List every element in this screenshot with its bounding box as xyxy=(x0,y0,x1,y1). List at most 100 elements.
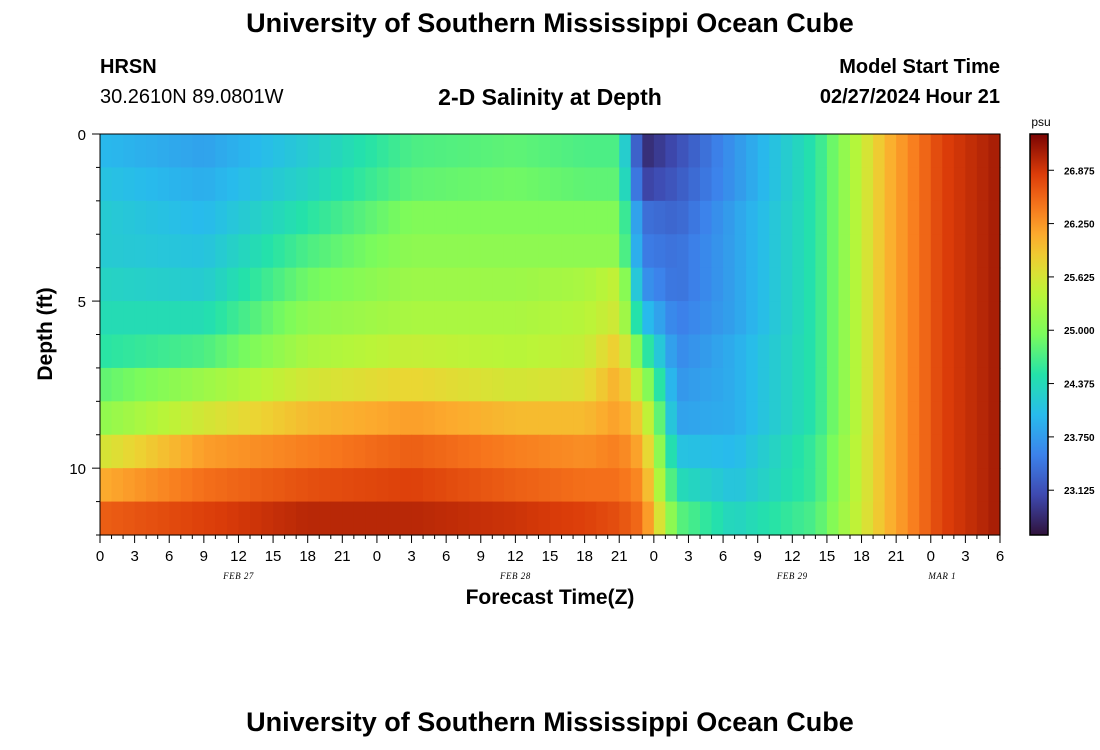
heatmap-cell xyxy=(169,200,182,235)
heatmap-cell xyxy=(607,167,620,202)
heatmap-cell xyxy=(630,267,643,302)
heatmap-cell xyxy=(746,367,759,402)
heatmap-cell xyxy=(273,501,286,536)
heatmap-cell xyxy=(930,301,943,336)
heatmap-cell xyxy=(376,401,390,436)
heatmap-cell xyxy=(353,301,366,336)
heatmap-cell xyxy=(746,267,759,302)
y-tick-label: 0 xyxy=(78,127,86,144)
heatmap-cell xyxy=(100,267,113,302)
heatmap-cell xyxy=(746,134,759,169)
heatmap-cell xyxy=(515,401,528,436)
heatmap-cell xyxy=(180,434,193,469)
heatmap-cell xyxy=(907,367,920,402)
heatmap-cell xyxy=(769,367,782,402)
heatmap-cell xyxy=(123,134,136,169)
heatmap-cell xyxy=(400,434,413,469)
colorbar-tick-label: 23.125 xyxy=(1064,486,1095,497)
heatmap-cell xyxy=(907,501,920,536)
heatmap-cell xyxy=(134,401,147,436)
heatmap-cell xyxy=(388,134,401,169)
heatmap-cell xyxy=(815,434,828,469)
heatmap-cell xyxy=(123,434,136,469)
x-tick-label: 3 xyxy=(684,548,692,565)
heatmap-cell xyxy=(642,334,655,369)
heatmap-cell xyxy=(215,334,228,369)
heatmap-cell xyxy=(619,468,632,503)
heatmap-cell xyxy=(561,134,574,169)
heatmap-cell xyxy=(953,401,966,436)
heatmap-cell xyxy=(342,468,355,503)
heatmap-cell xyxy=(146,367,159,402)
heatmap-cell xyxy=(688,468,701,503)
x-tick-label: 15 xyxy=(542,548,559,565)
heatmap-cell xyxy=(134,200,147,235)
heatmap-cell xyxy=(653,501,666,536)
heatmap-cell xyxy=(561,367,574,402)
heatmap-cell xyxy=(203,334,216,369)
heatmap-cell xyxy=(930,200,943,235)
heatmap-cell xyxy=(942,167,955,202)
heatmap-cell xyxy=(953,200,966,235)
heatmap-cell xyxy=(365,200,378,235)
heatmap-cell xyxy=(723,334,736,369)
heatmap-cell xyxy=(469,468,482,503)
heatmap-cell xyxy=(803,234,816,269)
heatmap-cell xyxy=(988,167,1001,202)
heatmap-cell xyxy=(642,234,655,269)
heatmap-cell xyxy=(457,267,470,302)
heatmap-cell xyxy=(226,167,240,202)
heatmap-cell xyxy=(734,167,747,202)
heatmap-cell xyxy=(434,234,447,269)
heatmap-cell xyxy=(630,334,643,369)
heatmap-cell xyxy=(238,468,251,503)
heatmap-cell xyxy=(838,367,851,402)
heatmap-cell xyxy=(838,401,851,436)
heatmap-cell xyxy=(284,134,297,169)
heatmap-cell xyxy=(376,468,390,503)
heatmap-cell xyxy=(365,434,378,469)
heatmap-cell xyxy=(734,401,747,436)
heatmap-cell xyxy=(457,468,470,503)
heatmap-cell xyxy=(700,367,713,402)
heatmap-cell xyxy=(388,334,401,369)
heatmap-cell xyxy=(319,334,332,369)
heatmap-cell xyxy=(907,200,920,235)
heatmap-cell xyxy=(596,334,609,369)
heatmap-cell xyxy=(896,401,909,436)
heatmap-cell xyxy=(261,200,274,235)
heatmap-cell xyxy=(873,134,886,169)
heatmap-cell xyxy=(146,334,159,369)
heatmap-cell xyxy=(480,401,493,436)
heatmap-cell xyxy=(723,200,736,235)
colorbar-tick-label: 26.875 xyxy=(1064,166,1095,177)
heatmap-cell xyxy=(353,367,366,402)
heatmap-cell xyxy=(769,468,782,503)
heatmap-cell xyxy=(319,401,332,436)
heatmap-cell xyxy=(965,267,978,302)
heatmap-cell xyxy=(411,334,424,369)
heatmap-cell xyxy=(803,468,816,503)
heatmap-cell xyxy=(134,167,147,202)
heatmap-cell xyxy=(757,468,770,503)
heatmap-cell xyxy=(653,234,666,269)
heatmap-cell xyxy=(330,501,343,536)
heatmap-cell xyxy=(434,434,447,469)
heatmap-cell xyxy=(642,434,655,469)
x-tick-label: 21 xyxy=(334,548,351,565)
heatmap-cell xyxy=(411,367,424,402)
heatmap-cell xyxy=(469,200,482,235)
heatmap-cell xyxy=(538,167,551,202)
heatmap-cell xyxy=(850,501,863,536)
heatmap-cell xyxy=(815,501,828,536)
heatmap-cell xyxy=(884,301,897,336)
heatmap-cell xyxy=(446,501,459,536)
heatmap-cell xyxy=(388,367,401,402)
heatmap-cell xyxy=(746,334,759,369)
heatmap-cell xyxy=(238,167,251,202)
heatmap-cell xyxy=(873,167,886,202)
heatmap-cell xyxy=(411,501,424,536)
heatmap-cell xyxy=(688,401,701,436)
heatmap-cell xyxy=(815,367,828,402)
heatmap-cell xyxy=(930,367,943,402)
